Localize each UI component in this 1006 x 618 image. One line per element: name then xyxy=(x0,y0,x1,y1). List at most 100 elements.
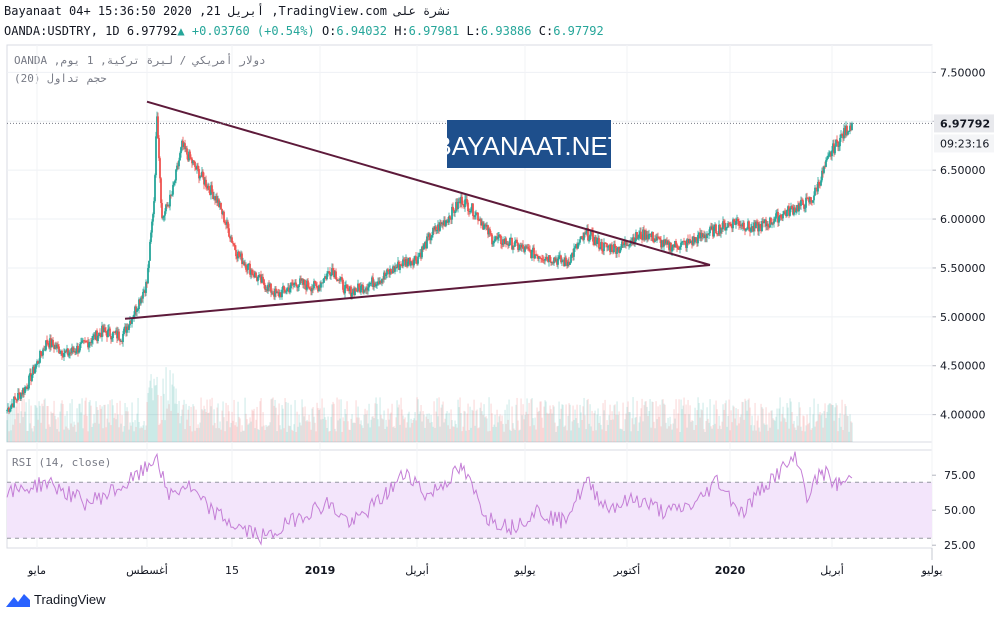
candle-body xyxy=(366,287,368,291)
volume-bar xyxy=(384,429,386,442)
volume-bar xyxy=(47,406,49,442)
volume-bar xyxy=(755,430,757,442)
candle-body xyxy=(196,165,198,170)
candle-body xyxy=(319,285,321,288)
candle-body xyxy=(614,244,616,246)
volume-bar xyxy=(411,423,413,442)
volume-bar xyxy=(54,415,56,442)
candle-body xyxy=(722,221,724,230)
volume-bar xyxy=(678,399,680,442)
volume-bar xyxy=(545,401,547,442)
volume-bar xyxy=(719,425,721,442)
candle-body xyxy=(412,262,414,266)
volume-bar xyxy=(110,425,112,442)
candle-body xyxy=(532,247,534,250)
volume-bar xyxy=(461,431,463,442)
volume-bar xyxy=(502,423,504,442)
volume-bar xyxy=(161,419,163,442)
volume-bar xyxy=(101,406,103,442)
volume-bar xyxy=(612,419,614,442)
candle-body xyxy=(354,288,356,296)
volume-bar xyxy=(138,422,140,442)
candle-body xyxy=(674,241,676,248)
candle-body xyxy=(684,241,686,242)
candle-body xyxy=(851,123,853,131)
volume-bar xyxy=(232,420,234,442)
volume-bar xyxy=(658,416,660,442)
candle-body xyxy=(225,222,227,225)
candle-body xyxy=(408,257,410,262)
trendline[interactable] xyxy=(146,100,711,266)
volume-bar xyxy=(12,424,14,442)
volume-bar xyxy=(403,419,405,442)
candle-body xyxy=(805,197,807,208)
volume-bar xyxy=(356,417,358,442)
candle-body xyxy=(401,264,403,267)
candle-body xyxy=(726,227,728,229)
volume-bar xyxy=(773,419,775,442)
volume-bar xyxy=(494,414,496,442)
volume-bar xyxy=(750,425,752,442)
candle-body xyxy=(133,314,135,318)
volume-bar xyxy=(845,406,847,442)
open-label: O: xyxy=(321,24,337,38)
volume-bar xyxy=(163,393,165,442)
volume-bar xyxy=(295,431,297,442)
candle-body xyxy=(736,218,738,221)
candle-body xyxy=(382,278,384,280)
volume-bar xyxy=(254,428,256,442)
trendline[interactable] xyxy=(124,264,711,320)
volume-bar xyxy=(724,403,726,442)
candle-body xyxy=(223,211,225,223)
candle-body xyxy=(671,247,673,252)
volume-bar xyxy=(591,410,593,442)
volume-bar xyxy=(457,399,459,442)
volume-bar xyxy=(103,404,105,442)
volume-bar xyxy=(568,403,570,442)
candle-body xyxy=(758,224,760,232)
volume-bar xyxy=(26,430,28,442)
volume-bar xyxy=(436,398,438,442)
candle-body xyxy=(648,234,650,239)
candle-body xyxy=(769,217,771,228)
volume-bar xyxy=(455,424,457,442)
volume-bar xyxy=(705,420,707,442)
candle-body xyxy=(823,166,825,173)
candle-body xyxy=(150,232,152,242)
volume-bar xyxy=(646,406,648,442)
volume-bar xyxy=(288,425,290,442)
volume-bar xyxy=(388,419,390,442)
volume-bar xyxy=(748,398,750,442)
volume-bar xyxy=(632,397,634,442)
volume-bar xyxy=(273,405,275,442)
candle-body xyxy=(605,243,607,244)
volume-bar xyxy=(534,417,536,442)
volume-bar xyxy=(293,424,295,442)
candle-body xyxy=(419,252,421,256)
candle-body xyxy=(453,209,455,213)
candle-body xyxy=(610,244,612,253)
candle-body xyxy=(587,228,589,241)
volume-bar xyxy=(566,430,568,442)
volume-bar xyxy=(555,431,557,442)
candle-body xyxy=(467,202,469,212)
candle-body xyxy=(267,284,269,291)
candle-body xyxy=(749,227,751,232)
volume-bar xyxy=(387,408,389,442)
volume-bar xyxy=(739,417,741,442)
candle-body xyxy=(539,256,541,259)
volume-bar xyxy=(621,429,623,442)
volume-bar xyxy=(821,413,823,442)
volume-bar xyxy=(27,430,29,442)
volume-bar xyxy=(820,415,822,442)
volume-bar xyxy=(298,414,300,442)
volume-bar xyxy=(294,400,296,442)
volume-bar xyxy=(175,388,177,442)
candle-body xyxy=(93,334,95,336)
volume-bar xyxy=(282,408,284,442)
candle-body xyxy=(48,343,50,348)
candle-body xyxy=(540,258,542,259)
volume-bar xyxy=(796,416,798,442)
volume-bar xyxy=(637,430,639,442)
